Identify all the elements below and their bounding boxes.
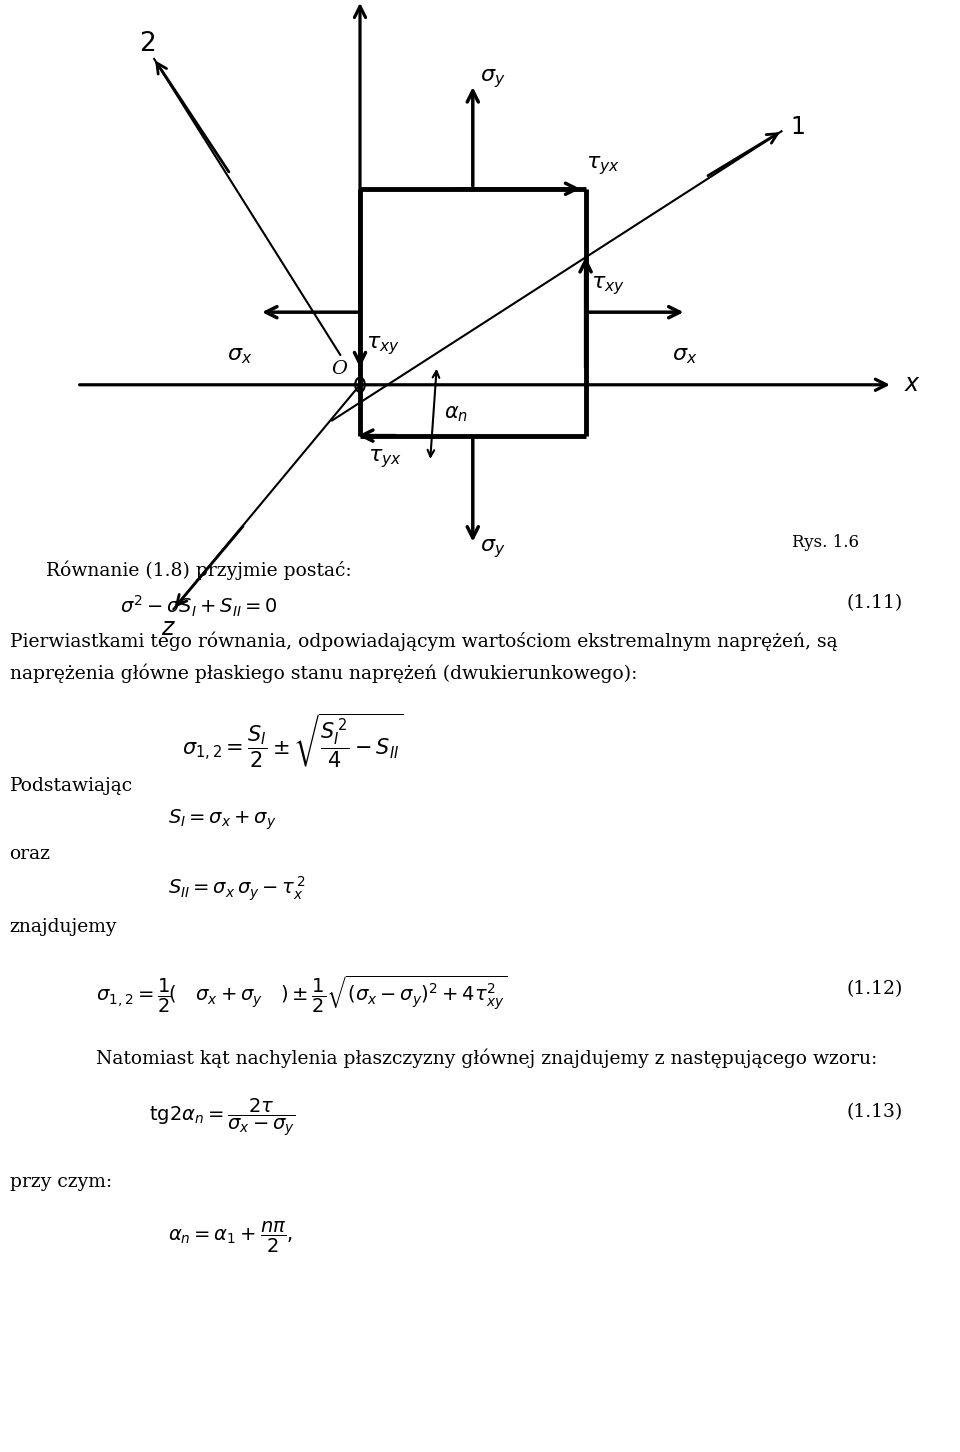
Text: (1.11): (1.11) — [846, 594, 902, 611]
Text: $\sigma_x$: $\sigma_x$ — [672, 344, 697, 366]
Text: $\mathrm{tg}2\alpha_n = \dfrac{2\tau}{\sigma_x - \sigma_y}$: $\mathrm{tg}2\alpha_n = \dfrac{2\tau}{\s… — [149, 1096, 295, 1138]
Text: (1.12): (1.12) — [846, 980, 902, 998]
Text: $\sigma^2 - \sigma S_I + S_{II} = 0$: $\sigma^2 - \sigma S_I + S_{II} = 0$ — [120, 594, 277, 619]
Text: $z$: $z$ — [161, 617, 177, 640]
Text: (1.13): (1.13) — [846, 1104, 902, 1121]
Text: $2$: $2$ — [139, 30, 156, 57]
Text: $\tau_{xy}$: $\tau_{xy}$ — [366, 334, 399, 357]
Text: $S_{II} = \sigma_x \, \sigma_y - \tau^{\,2}_x$: $S_{II} = \sigma_x \, \sigma_y - \tau^{\… — [168, 874, 306, 903]
Text: $\sigma_{1,2} = \dfrac{1}{2}\!\left(\quad \sigma_x + \sigma_y \quad\right) \pm \: $\sigma_{1,2} = \dfrac{1}{2}\!\left(\qua… — [96, 973, 507, 1015]
Text: przy czym:: przy czym: — [10, 1173, 111, 1191]
Text: Podstawiając: Podstawiając — [10, 777, 132, 794]
Text: $1$: $1$ — [790, 116, 804, 139]
Text: $\tau_{xy}$: $\tau_{xy}$ — [591, 274, 625, 298]
Text: $\sigma_{1,2} = \dfrac{S_I}{2} \pm \sqrt{\dfrac{S_I^{\,2}}{4} - S_{II}}$: $\sigma_{1,2} = \dfrac{S_I}{2} \pm \sqrt… — [182, 711, 403, 770]
Text: O: O — [331, 360, 348, 378]
Text: Pierwiastkami tego równania, odpowiadającym wartościom ekstremalnym naprężeń, są: Pierwiastkami tego równania, odpowiadają… — [10, 632, 837, 650]
Text: $\sigma_y$: $\sigma_y$ — [480, 67, 506, 90]
Text: $\tau_{yx}$: $\tau_{yx}$ — [368, 447, 401, 470]
Text: Rys. 1.6: Rys. 1.6 — [792, 534, 859, 552]
Text: $\sigma_y$: $\sigma_y$ — [480, 537, 506, 560]
Text: $\sigma_x$: $\sigma_x$ — [228, 344, 252, 366]
Text: $\tau_{yx}$: $\tau_{yx}$ — [586, 154, 620, 177]
Text: Równanie (1.8) przyjmie postać:: Równanie (1.8) przyjmie postać: — [46, 560, 351, 579]
Text: $\alpha_n = \alpha_1 + \dfrac{n\pi}{2},$: $\alpha_n = \alpha_1 + \dfrac{n\pi}{2},$ — [168, 1220, 293, 1255]
Text: $x$: $x$ — [904, 373, 921, 396]
Text: znajdujemy: znajdujemy — [10, 918, 117, 935]
Text: $S_I = \sigma_x + \sigma_y$: $S_I = \sigma_x + \sigma_y$ — [168, 807, 276, 832]
Text: naprężenia główne płaskiego stanu naprężeń (dwukierunkowego):: naprężenia główne płaskiego stanu napręż… — [10, 664, 637, 682]
Text: oraz: oraz — [10, 845, 51, 862]
Text: $\alpha_n$: $\alpha_n$ — [444, 404, 468, 424]
Text: Natomiast kąt nachylenia płaszczyzny głównej znajdujemy z następującego wzoru:: Natomiast kąt nachylenia płaszczyzny głó… — [96, 1048, 877, 1067]
